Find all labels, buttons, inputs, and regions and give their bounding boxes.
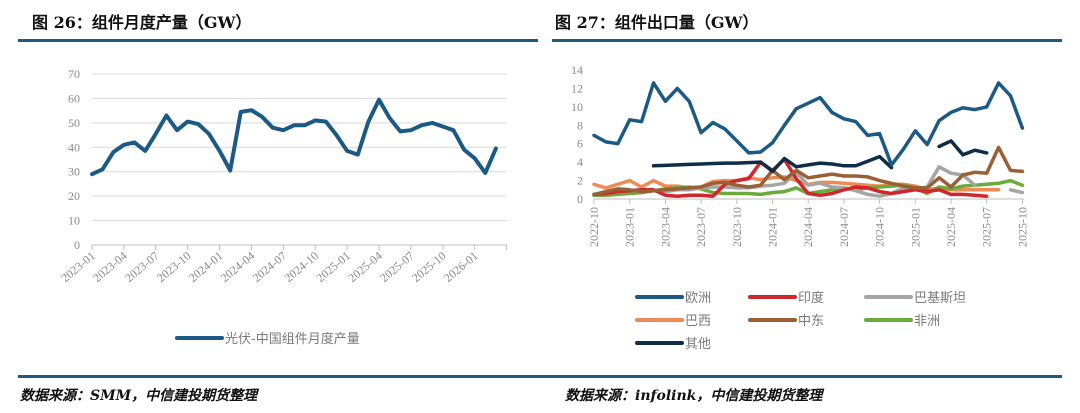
series-line-欧洲 — [592, 81, 1025, 167]
y-tick-label: 40 — [68, 140, 80, 154]
y-tick-label: 4 — [577, 155, 583, 169]
legend-label: 巴基斯坦 — [914, 291, 966, 306]
legend-label: 其他 — [685, 337, 711, 352]
x-tick-label: 2023-04 — [658, 207, 672, 247]
legend-label: 光伏-中国组件月度产量 — [225, 331, 360, 347]
x-tick-label: 2025-01 — [908, 207, 922, 247]
series-line-中东 — [592, 145, 1025, 197]
x-tick-label: 2023-07 — [694, 207, 708, 247]
right-line-chart: 0 2 4 6 8 10 12 14 2022-10 2023-01 2023-04 2023-07 2… — [571, 63, 1029, 352]
right-chart-title: 图 27：组件出口量（GW） — [555, 13, 759, 32]
x-tick-label: 2025-04 — [944, 207, 958, 247]
y-tick-label: 20 — [68, 189, 80, 203]
x-tick-label: 2024-01 — [766, 207, 780, 247]
left-title-rule — [18, 39, 538, 42]
legend-label: 巴西 — [685, 314, 711, 329]
series-line-印度 — [592, 157, 989, 198]
legend-label: 欧洲 — [685, 291, 711, 306]
x-tick-label: 2023-01 — [623, 207, 637, 247]
legend-label: 中东 — [798, 314, 824, 329]
left-chart-title: 图 26：组件月度产量（GW） — [32, 13, 252, 32]
x-tick-label: 2025-10 — [1015, 207, 1029, 247]
series-line-production — [90, 97, 498, 177]
y-tick-label: 30 — [68, 165, 80, 179]
y-tick-label: 0 — [74, 238, 80, 252]
x-tick-label: 2024-04 — [801, 207, 815, 247]
y-tick-label: 0 — [577, 192, 583, 206]
y-tick-label: 10 — [68, 214, 80, 228]
legend-label: 非洲 — [914, 314, 940, 329]
y-tick-label: 2 — [577, 174, 583, 188]
y-tick-label: 8 — [577, 118, 583, 132]
y-tick-label: 12 — [571, 81, 583, 95]
y-tick-label: 70 — [68, 67, 80, 81]
x-tick-label: 2023-10 — [730, 207, 744, 247]
x-tick-label: 2024-07 — [837, 207, 851, 247]
legend-label: 印度 — [798, 290, 824, 306]
y-tick-label: 50 — [68, 116, 80, 130]
x-tick-label: 2025-07 — [980, 207, 994, 247]
y-tick-label: 6 — [577, 137, 583, 151]
left-line-chart: 0102030405060702023-012023-042023-072023… — [58, 67, 508, 347]
y-tick-label: 14 — [571, 63, 583, 77]
bottom-rule — [18, 375, 1062, 378]
y-tick-label: 10 — [571, 100, 583, 114]
x-tick-label: 2022-10 — [587, 207, 601, 247]
y-tick-label: 60 — [68, 91, 80, 105]
left-data-source: 数据来源：SMM，中信建投期货整理 — [20, 388, 258, 404]
x-tick-label: 2024-10 — [873, 207, 887, 247]
series-line-其他 — [651, 139, 989, 174]
right-title-rule — [552, 39, 1062, 42]
right-data-source: 数据来源：infolink，中信建投期货整理 — [565, 388, 823, 404]
